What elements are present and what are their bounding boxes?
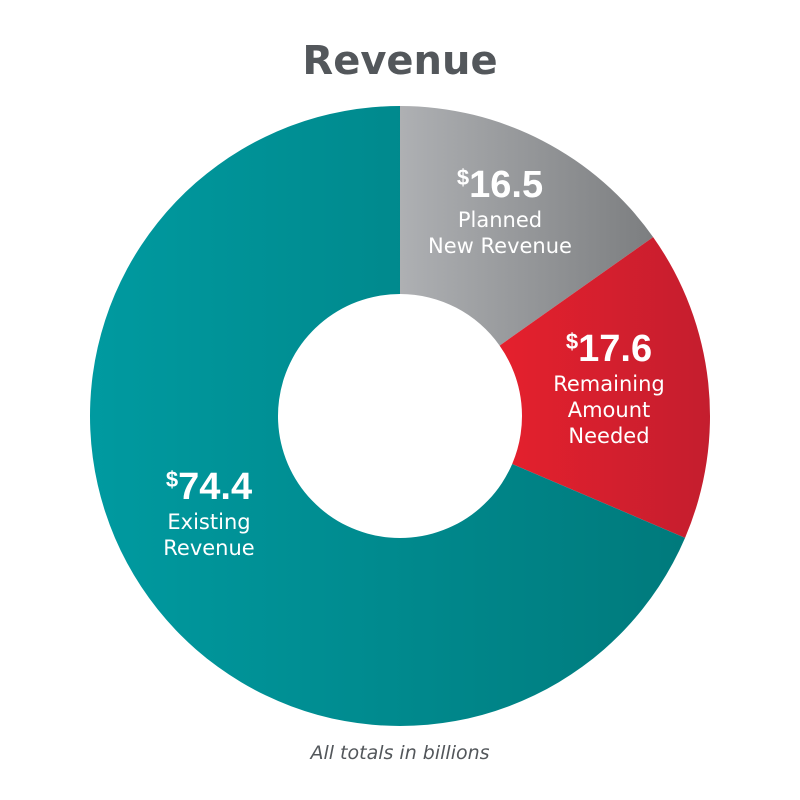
category-label-planned-new-revenue: Planned [458,208,542,232]
category-label-planned-new-revenue: New Revenue [428,234,572,258]
footnote: All totals in billions [310,742,490,764]
category-label-existing-revenue: Existing [167,510,250,534]
category-label-remaining-amount-needed: Amount [568,398,651,422]
category-label-existing-revenue: Revenue [163,536,254,560]
category-label-remaining-amount-needed: Remaining [553,372,665,396]
slice-remaining-amount-needed [499,237,710,538]
slice-existing-revenue [89,105,686,726]
value-label-existing-revenue: $74.4 [166,466,252,508]
value-label-remaining-amount-needed: $17.6 [566,328,652,370]
category-label-remaining-amount-needed: Needed [568,424,649,448]
value-label-planned-new-revenue: $16.5 [457,164,543,206]
slice-planned-new-revenue [400,106,654,346]
chart-title: Revenue [302,38,498,84]
